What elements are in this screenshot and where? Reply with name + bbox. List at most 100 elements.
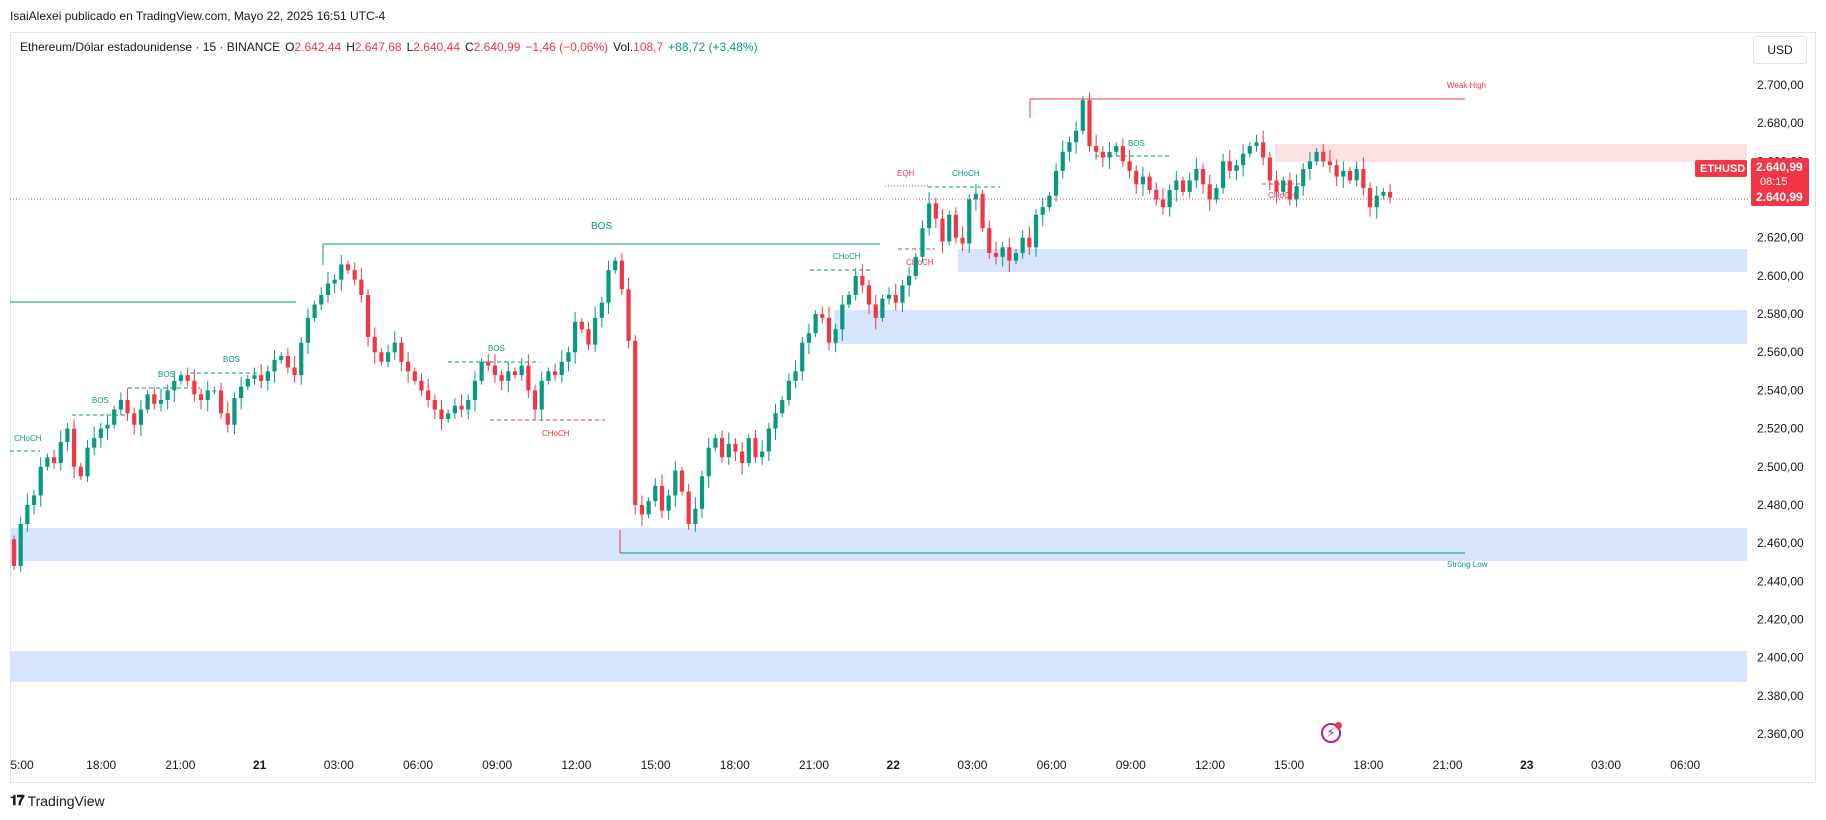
candle-body bbox=[940, 218, 945, 242]
candle-body bbox=[259, 375, 264, 381]
candle-body bbox=[1007, 247, 1012, 261]
price-tick-label: 2.520,00 bbox=[1757, 422, 1804, 436]
candle-body bbox=[866, 285, 872, 305]
choch-label-2: CHoCH bbox=[833, 252, 861, 261]
candle-body bbox=[673, 470, 678, 496]
candle-body bbox=[492, 365, 498, 376]
candle-body bbox=[1134, 170, 1139, 185]
change-value: −1,46 (−0,06%) bbox=[525, 40, 609, 54]
demand-zone-1 bbox=[10, 528, 1747, 561]
lightning-icon[interactable]: ⚡ bbox=[1321, 722, 1342, 743]
candle-body bbox=[559, 361, 564, 376]
time-tick-label: 18:00 bbox=[1353, 758, 1383, 772]
candle-body bbox=[719, 438, 725, 458]
candle-body bbox=[359, 279, 364, 295]
bos-label-1: BOS bbox=[92, 396, 109, 405]
candle-body bbox=[579, 321, 584, 330]
high-label: H bbox=[346, 40, 355, 54]
candle-body bbox=[145, 394, 150, 410]
candle-body bbox=[372, 336, 377, 353]
candle-body bbox=[1040, 207, 1045, 215]
candle-body bbox=[1107, 151, 1112, 158]
candle-body bbox=[967, 199, 972, 244]
price-tick-label: 2.540,00 bbox=[1757, 383, 1804, 397]
volume-change: +88,72 (+3,48%) bbox=[668, 40, 758, 54]
time-tick-label: 18:00 bbox=[720, 758, 750, 772]
candle-body bbox=[118, 399, 123, 410]
candle-body bbox=[552, 371, 558, 376]
candle-body bbox=[846, 294, 852, 305]
symbol-title[interactable]: Ethereum/Dólar estadounidense · 15 · BIN… bbox=[20, 40, 281, 54]
price-axis: 2.360,00 2.380,00 2.400,00 2.420,00 2.440,00… bbox=[1757, 78, 1804, 741]
candle-body bbox=[1094, 146, 1099, 152]
candle-body bbox=[1307, 161, 1313, 169]
candle-body bbox=[1287, 180, 1292, 200]
candle-body bbox=[566, 352, 571, 362]
candle-body bbox=[1241, 153, 1246, 166]
candle-body bbox=[907, 275, 912, 286]
time-tick-label: 15:00 bbox=[641, 758, 671, 772]
candle-body bbox=[312, 304, 317, 318]
candle-body bbox=[446, 413, 451, 420]
candle-body bbox=[1154, 189, 1159, 200]
candle-body bbox=[1234, 165, 1239, 171]
candle-body bbox=[927, 203, 932, 229]
price-tick-label: 2.560,00 bbox=[1757, 345, 1804, 359]
candle-body bbox=[726, 443, 731, 458]
candle-body bbox=[305, 317, 311, 343]
candle-body bbox=[132, 413, 137, 425]
candle-body bbox=[953, 214, 958, 238]
candle-body bbox=[1207, 184, 1212, 200]
time-tick-label: 22 bbox=[887, 758, 901, 772]
time-tick-label: 06:00 bbox=[1037, 758, 1067, 772]
candle-body bbox=[112, 409, 117, 425]
candle-body bbox=[893, 294, 898, 303]
candle-body bbox=[1261, 142, 1266, 158]
candle-body bbox=[1294, 186, 1299, 200]
candle-body bbox=[285, 356, 290, 368]
time-tick-label: 21:00 bbox=[165, 758, 195, 772]
candle-body bbox=[1114, 146, 1119, 152]
candle-body bbox=[987, 228, 992, 253]
candle-body bbox=[1047, 195, 1052, 208]
candle-body bbox=[826, 317, 832, 343]
candle-body bbox=[1180, 180, 1186, 192]
candle-body bbox=[105, 424, 110, 429]
price-tick-label: 2.360,00 bbox=[1757, 727, 1804, 741]
low-value: 2.640,44 bbox=[413, 40, 460, 54]
candle-body bbox=[973, 193, 979, 200]
tradingview-brand[interactable]: 𝟏𝟕 TradingView bbox=[10, 792, 105, 809]
time-axis: 5:00 18:00 21:00 21 03:00 06:00 09:00 12:00 15:0… bbox=[10, 758, 1700, 772]
candle-body bbox=[1214, 188, 1219, 200]
candle-body bbox=[45, 457, 50, 467]
time-tick-label: 06:00 bbox=[403, 758, 433, 772]
candle-body bbox=[820, 314, 825, 318]
candle-body bbox=[452, 405, 457, 414]
candle-body bbox=[933, 203, 938, 219]
price-tick-label: 2.380,00 bbox=[1757, 689, 1804, 703]
candle-body bbox=[365, 294, 371, 337]
candle-body bbox=[659, 485, 665, 511]
candle-body bbox=[1361, 168, 1366, 189]
currency-button[interactable]: USD bbox=[1753, 36, 1807, 64]
candle-body bbox=[1160, 199, 1166, 208]
candle-body bbox=[800, 342, 805, 372]
candle-body bbox=[265, 371, 270, 381]
candle-body bbox=[1200, 168, 1206, 185]
candle-body bbox=[760, 451, 765, 458]
open-label: O bbox=[285, 40, 295, 54]
candle-body bbox=[1080, 100, 1085, 131]
bos-label-3: BOS bbox=[223, 355, 240, 364]
candle-body bbox=[753, 438, 758, 458]
candle-body bbox=[11, 539, 17, 567]
time-tick-label: 12:00 bbox=[1195, 758, 1225, 772]
candle-body bbox=[1000, 247, 1005, 257]
candle-body bbox=[773, 413, 778, 429]
tradingview-logo-icon: 𝟏𝟕 bbox=[10, 792, 25, 808]
candle-body bbox=[38, 466, 43, 496]
price-tick-label: 2.580,00 bbox=[1757, 307, 1804, 321]
candle-body bbox=[232, 398, 237, 425]
candle-body bbox=[766, 428, 771, 452]
time-tick-label: 21:00 bbox=[1433, 758, 1463, 772]
